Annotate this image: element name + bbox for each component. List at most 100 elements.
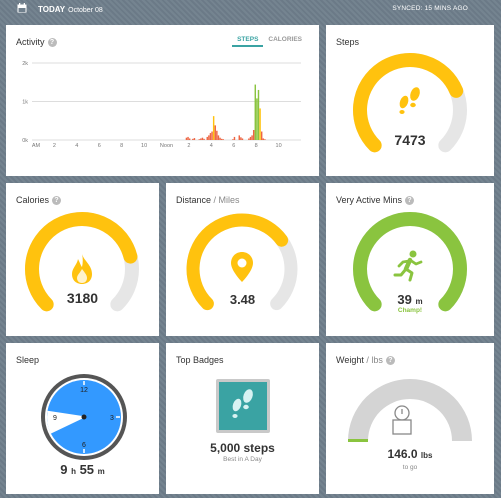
weight-value-number: 146.0 [387,447,418,461]
weight-unit: lbs [371,355,383,365]
steps-card[interactable]: Steps 7473 [326,25,494,176]
gauge-progress [353,53,464,153]
help-icon[interactable]: ? [52,196,62,206]
help-icon[interactable]: ? [47,38,57,48]
badge-name: 5,000 steps [210,441,275,455]
distance-value: 3.48 [229,292,256,307]
weight-card[interactable]: Weight / lbs? 146.0 lbs to go [326,343,494,494]
activity-bar [251,135,253,140]
x-tick-label: 6 [98,143,101,149]
activity-bar [206,136,208,140]
weight-gauge [348,379,472,442]
sleep-hours-unit: h [71,467,76,476]
gauge-progress [25,212,138,312]
activity-bar [216,130,218,140]
x-tick-label: 10 [141,143,147,149]
activity-bar [214,125,216,140]
activity-bar [262,138,265,140]
activity-bar [192,138,194,140]
activity-bar [209,133,212,140]
active-minutes-card[interactable]: Very Active Mins? 39 m Champ! [326,183,494,336]
calories-title: Calories? [16,195,62,206]
activity-bar [185,137,188,140]
activity-bar [203,138,205,140]
activity-bar [240,137,242,140]
activity-title-text: Activity [16,37,45,47]
gauge-progress [186,213,289,311]
tab-steps[interactable]: STEPS [232,34,264,47]
distance-unit: Miles [218,195,240,205]
distance-sep: / [211,195,219,205]
x-tick-label: 4 [75,143,78,149]
activity-bar [248,138,250,140]
sleep-minutes-unit: m [97,467,105,476]
active-value: 39 m [326,292,494,307]
weight-value: 146.0 lbs [326,447,494,461]
activity-bar [257,89,260,140]
badges-card[interactable]: Top Badges 5,000 steps Best in A Day [166,343,319,494]
x-tick-label: 8 [120,143,123,149]
activity-title: Activity? [16,37,57,48]
today-label: TODAY October 08 [38,5,103,14]
active-value-unit: m [415,297,423,306]
distance-gauge [186,213,298,311]
weight-value-unit: lbs [420,451,433,460]
help-icon[interactable]: ? [405,196,415,206]
sleep-card[interactable]: Sleep 12 3 6 9 9 h 55 m [6,343,159,494]
activity-bar [238,135,240,140]
distance-title-text: Distance [176,195,212,205]
activity-bar [256,98,258,140]
active-title: Very Active Mins? [336,195,415,206]
champ-label: Champ! [397,307,423,314]
top-bar: TODAY October 08 SYNCED: 15 MINS AGO [0,0,501,18]
activity-bar [249,136,252,140]
x-tick-label: 2 [187,143,190,149]
sleep-title: Sleep [16,355,40,365]
activity-bar [208,135,210,140]
activity-bar [233,136,236,140]
sleep-value: 9 h 55 m [6,462,159,477]
clock-label-6: 6 [82,442,86,449]
activity-bar [217,135,220,140]
x-tick-label: 6 [232,143,235,149]
active-minutes-gauge [353,212,467,312]
activity-bar [193,138,196,140]
gauge-progress [353,212,467,312]
badges-title: Top Badges [176,355,224,365]
activity-card[interactable]: Activity? STEPS CALORIES 2k 1k 0k AM 2 4 6 8 10 No… [6,25,319,176]
badge-description: Best in A Day [223,456,262,463]
tab-calories[interactable]: CALORIES [268,36,302,43]
date-text: October 08 [68,7,103,14]
activity-bar [232,139,234,140]
activity-tabs: STEPS CALORIES [232,34,307,47]
help-icon[interactable]: ? [385,356,395,366]
steps-title: Steps [336,37,360,47]
runner-icon [393,250,423,282]
footsteps-icon [399,87,420,114]
steps-value: 7473 [394,132,426,148]
weight-to-go: to go [402,464,418,471]
badge-footsteps-icon[interactable] [216,379,270,433]
calories-card[interactable]: Calories? 3180 [6,183,159,336]
y-tick-label: 0k [22,138,28,144]
activity-bar [188,138,191,140]
distance-title: Distance / Miles [176,195,240,205]
weight-title-text: Weight [336,355,364,365]
y-tick-label: 2k [22,61,28,67]
x-tick-label: AM [32,143,41,149]
distance-card[interactable]: Distance / Miles 3.48 [166,183,319,336]
activity-bar [260,131,263,140]
activity-bar [254,84,257,140]
x-tick-label: 10 [276,143,282,149]
active-value-number: 39 [397,292,412,307]
flame-icon [72,254,92,284]
activity-bar [241,138,244,140]
clock-label-3: 3 [110,415,114,422]
activity-bar [201,137,204,140]
activity-bar [212,116,215,140]
active-title-text: Very Active Mins [336,195,403,205]
sync-status: SYNCED: 15 MINS AGO [392,5,468,12]
scale-icon [392,405,412,435]
sleep-clock: 12 3 6 9 [41,374,127,460]
clock-label-9: 9 [53,415,57,422]
